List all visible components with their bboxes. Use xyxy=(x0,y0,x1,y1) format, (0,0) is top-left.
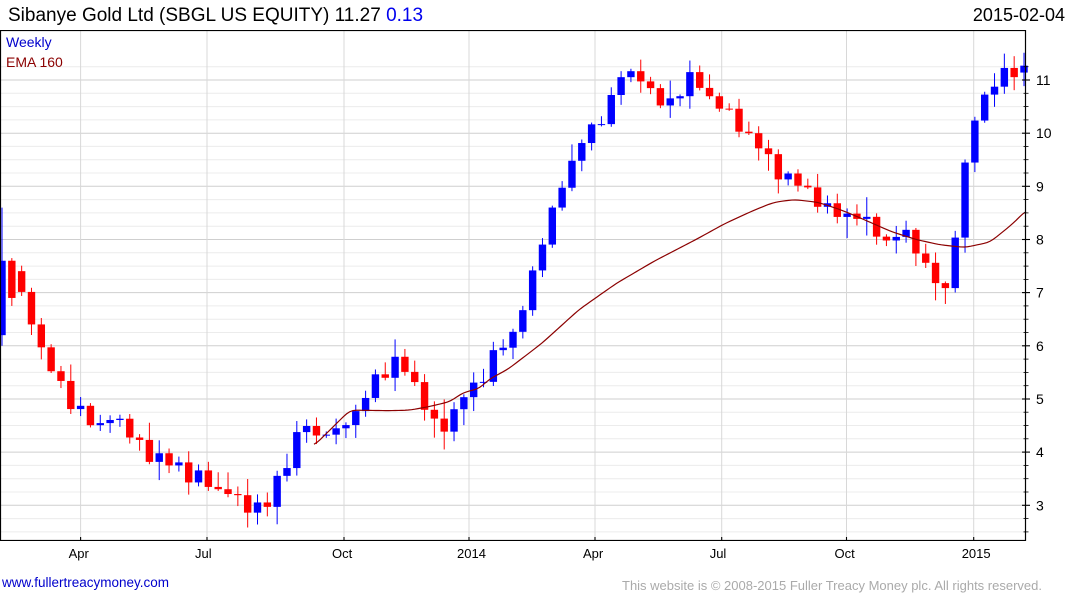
svg-text:8: 8 xyxy=(1036,232,1044,248)
svg-text:3: 3 xyxy=(1036,497,1044,513)
svg-text:5: 5 xyxy=(1036,391,1044,407)
svg-text:10: 10 xyxy=(1036,125,1052,141)
svg-text:4: 4 xyxy=(1036,444,1044,460)
svg-text:7: 7 xyxy=(1036,285,1044,301)
svg-text:11: 11 xyxy=(1036,72,1051,88)
svg-text:9: 9 xyxy=(1036,178,1044,194)
svg-text:6: 6 xyxy=(1036,338,1044,354)
